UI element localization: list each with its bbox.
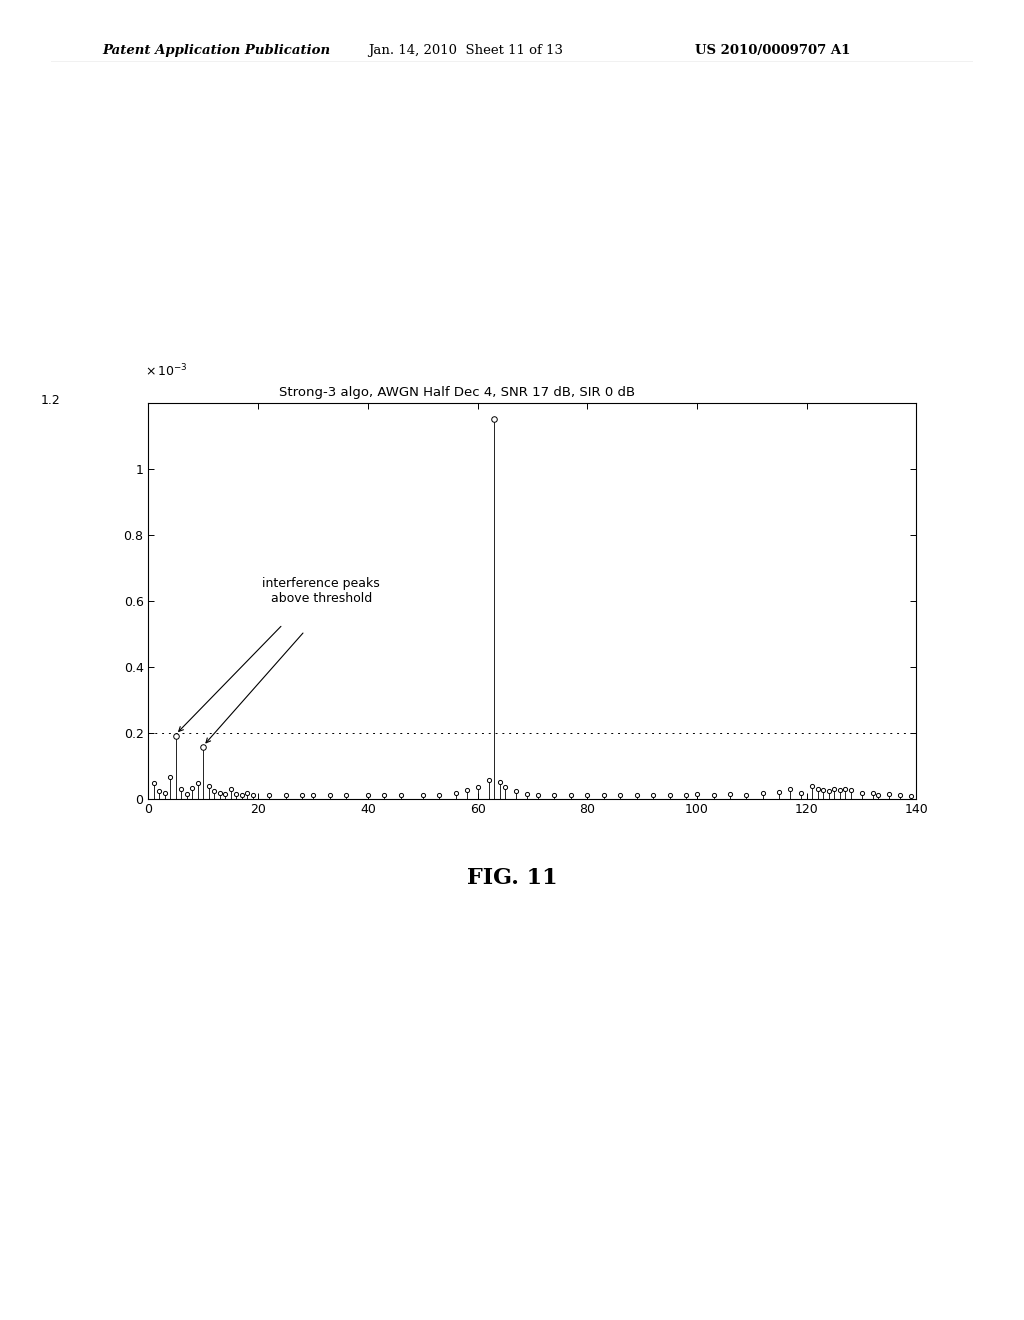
Text: Patent Application Publication: Patent Application Publication [102, 45, 331, 57]
Text: interference peaks
above threshold: interference peaks above threshold [262, 577, 380, 605]
Text: $\times\,10^{-3}$: $\times\,10^{-3}$ [144, 362, 187, 379]
Text: US 2010/0009707 A1: US 2010/0009707 A1 [694, 45, 850, 57]
Text: 1.2: 1.2 [40, 395, 60, 407]
Text: Strong-3 algo, AWGN Half Dec 4, SNR 17 dB, SIR 0 dB: Strong-3 algo, AWGN Half Dec 4, SNR 17 d… [279, 385, 635, 399]
Text: FIG. 11: FIG. 11 [467, 867, 557, 888]
Text: Jan. 14, 2010  Sheet 11 of 13: Jan. 14, 2010 Sheet 11 of 13 [369, 45, 563, 57]
